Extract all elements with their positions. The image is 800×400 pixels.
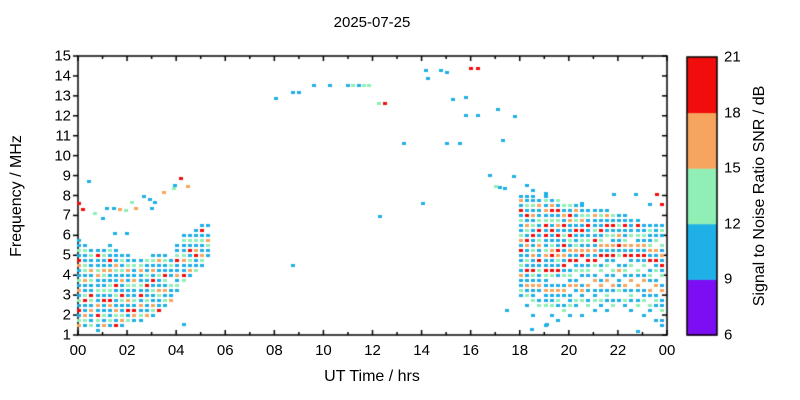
colorbar-tick-label: 9 <box>724 270 733 288</box>
y-tick-label: 10 <box>54 147 71 165</box>
x-tick-label: 12 <box>364 342 381 359</box>
y-tick-label: 9 <box>62 167 71 185</box>
x-tick-label: 00 <box>658 342 676 359</box>
chart-title: 2025-07-25 <box>333 14 411 31</box>
y-tick-label: 1 <box>62 326 71 344</box>
x-tick-label: 22 <box>609 342 627 359</box>
y-tick-label: 8 <box>62 187 71 204</box>
y-tick-label: 2 <box>62 306 71 324</box>
x-tick-label: 00 <box>69 342 87 359</box>
y-axis-label: Frequency / MHz <box>8 135 25 257</box>
x-tick-label: 14 <box>413 342 430 359</box>
y-tick-label: 7 <box>62 206 71 224</box>
colorbar-tick-label: 12 <box>724 215 741 233</box>
y-tick-label: 13 <box>54 87 71 105</box>
x-tick-label: 08 <box>265 342 283 359</box>
colorbar-tick-label: 18 <box>724 104 741 122</box>
x-tick-label: 10 <box>315 342 332 359</box>
x-tick-label: 04 <box>167 342 185 359</box>
x-tick-label: 16 <box>462 342 479 359</box>
y-tick-label: 15 <box>54 47 71 65</box>
x-tick-label: 20 <box>560 342 578 359</box>
colorbar-tick-label: 21 <box>724 48 741 66</box>
y-tick-label: 5 <box>62 246 71 264</box>
y-tick-label: 4 <box>62 266 71 284</box>
y-tick-label: 6 <box>62 226 71 244</box>
y-tick-label: 11 <box>55 127 71 145</box>
y-tick-label: 14 <box>54 67 71 85</box>
x-tick-label: 18 <box>511 342 529 359</box>
colorbar-tick-label: 15 <box>724 159 741 177</box>
y-tick-label: 3 <box>62 286 71 304</box>
x-tick-label: 02 <box>118 342 136 359</box>
y-tick-label: 12 <box>54 107 71 125</box>
colorbar-tick-label: 6 <box>724 326 733 344</box>
x-axis-label: UT Time / hrs <box>324 368 420 385</box>
x-tick-label: 06 <box>216 342 234 359</box>
colorbar-label: Signal to Noise Ratio SNR / dB <box>751 85 768 307</box>
